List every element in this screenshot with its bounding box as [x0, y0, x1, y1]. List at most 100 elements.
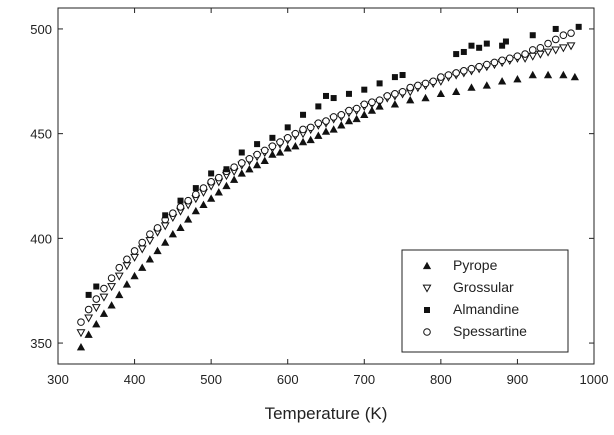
spessartine-point	[100, 284, 108, 293]
plot-frame	[57, 7, 595, 365]
series-pyrope	[76, 70, 579, 351]
spessartine-point	[544, 39, 552, 48]
x-tick-label: 700	[353, 372, 375, 387]
grossular-point	[528, 52, 538, 61]
y-tick-label: 450	[30, 127, 52, 142]
spessartine-point	[184, 196, 192, 205]
x-tick-label: 500	[200, 372, 222, 387]
spessartine-point	[107, 274, 116, 282]
pyrope-point	[138, 263, 147, 271]
grossular-point	[99, 293, 109, 302]
spessartine-point	[467, 64, 476, 73]
grossular-point	[566, 42, 576, 51]
y-tick-label: 400	[30, 231, 52, 246]
spessartine-point	[215, 173, 223, 182]
spessartine-point	[276, 138, 284, 146]
legend-label-grossular: Grossular	[453, 279, 514, 295]
almandine-point	[502, 38, 509, 45]
pyrope-point	[122, 280, 132, 288]
spessartine-point	[429, 77, 438, 86]
pyrope-point	[260, 156, 269, 165]
almandine-point	[552, 25, 559, 32]
spessartine-point	[528, 46, 537, 54]
y-tick-label: 350	[30, 336, 52, 351]
spessartine-point	[192, 190, 200, 199]
spessartine-point	[391, 90, 399, 98]
data-marks	[76, 23, 582, 351]
x-tick-label: 600	[277, 372, 299, 387]
almandine-point	[162, 212, 169, 219]
spessartine-point	[77, 318, 85, 326]
spessartine-point	[559, 31, 568, 40]
pyrope-point	[498, 77, 507, 85]
spessartine-point	[521, 50, 529, 58]
legend-marker-spessartine	[423, 328, 431, 336]
pyrope-point	[329, 125, 338, 133]
x-tick-label: 1000	[580, 372, 609, 387]
pyrope-point	[184, 215, 193, 223]
series-spessartine	[77, 29, 575, 326]
pyrope-point	[107, 301, 116, 309]
spessartine-point	[360, 100, 369, 109]
almandine-point	[391, 74, 398, 81]
pyrope-point	[168, 229, 177, 238]
pyrope-point	[390, 100, 400, 108]
pyrope-point	[306, 135, 315, 144]
pyrope-point	[222, 181, 231, 190]
spessartine-point	[437, 73, 445, 81]
grossular-point	[122, 262, 132, 271]
series-almandine	[85, 23, 582, 298]
pyrope-point	[252, 160, 262, 169]
pyrope-point	[268, 150, 277, 158]
grossular-point	[130, 253, 140, 262]
pyrope-point	[570, 72, 579, 81]
almandine-point	[399, 72, 406, 79]
grossular-point	[145, 237, 155, 246]
spessartine-point	[314, 119, 323, 127]
spessartine-point	[498, 56, 506, 65]
spessartine-point	[352, 104, 361, 113]
pyrope-point	[237, 169, 246, 177]
pyrope-point	[360, 110, 369, 118]
spessartine-point	[153, 224, 162, 232]
spessartine-point	[176, 203, 185, 211]
almandine-point	[315, 103, 322, 110]
pyrope-point	[245, 165, 254, 173]
spessartine-point	[146, 230, 154, 238]
legend: Pyrope Grossular Almandine Spessartine	[401, 249, 569, 353]
pyrope-point	[513, 74, 522, 83]
pyrope-point	[76, 343, 86, 351]
legend-marker-almandine	[424, 307, 430, 313]
spessartine-point	[444, 71, 453, 79]
spessartine-point	[483, 60, 491, 69]
spessartine-point	[398, 87, 407, 96]
spessartine-point	[551, 35, 560, 44]
pyrope-point	[436, 89, 445, 98]
grossular-point	[76, 329, 86, 338]
pyrope-point	[145, 255, 154, 263]
spessartine-point	[337, 111, 346, 119]
pyrope-point	[298, 137, 308, 146]
almandine-point	[529, 32, 536, 39]
spessartine-point	[115, 263, 124, 272]
legend-marker-grossular	[422, 284, 432, 293]
pyrope-point	[367, 106, 377, 114]
almandine-point	[460, 48, 467, 55]
pyrope-point	[92, 319, 101, 328]
spessartine-point	[452, 69, 460, 77]
almandine-point	[238, 149, 245, 156]
spessartine-point	[475, 62, 483, 71]
spessartine-point	[253, 150, 261, 159]
almandine-point	[376, 80, 383, 87]
pyrope-point	[406, 95, 415, 104]
spessartine-point	[169, 209, 177, 218]
pyrope-point	[375, 102, 384, 110]
spessartine-point	[421, 79, 430, 88]
spessartine-point	[138, 238, 147, 247]
grossular-point	[91, 304, 101, 313]
almandine-point	[453, 51, 460, 58]
pyrope-point	[352, 114, 361, 123]
spessartine-point	[329, 113, 338, 121]
